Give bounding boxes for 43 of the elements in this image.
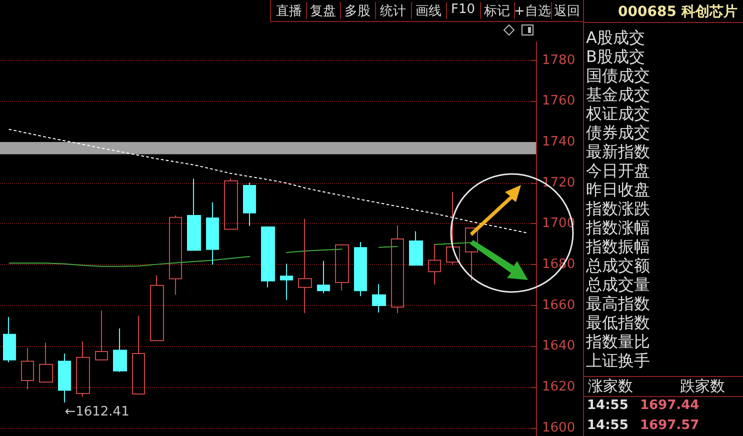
text: 总成交量 — [586, 275, 650, 296]
y-tick-label: 1720 — [542, 175, 576, 190]
text: 基金成交 — [586, 85, 650, 106]
text: 国债成交 — [586, 66, 650, 86]
text: 指数涨跌 — [586, 199, 650, 220]
text: 上证换手 — [586, 351, 650, 372]
text: 权证成交 — [586, 104, 650, 124]
text: A股成交 — [586, 28, 645, 48]
text: 跌家数 — [680, 377, 725, 396]
annotation: ←1612.41 — [64, 404, 130, 420]
text: 复盘 — [306, 2, 341, 19]
y-tick-label: 1780 — [542, 52, 576, 68]
y-tick-label: 1760 — [542, 94, 576, 109]
text: 最新指数 — [586, 142, 650, 163]
y-tick-label: 1740 — [542, 134, 576, 150]
text: 总成交额 — [586, 256, 650, 276]
text: 统计 — [375, 2, 412, 19]
text: 1697.57 — [640, 418, 700, 433]
text: 14:55 — [587, 418, 628, 433]
text: 直播 — [272, 2, 307, 19]
text: 返回 — [551, 2, 584, 19]
text: B股成交 — [586, 47, 645, 68]
y-tick-label: 1640 — [542, 338, 576, 354]
text: 昨日收盘 — [586, 180, 650, 201]
text: 最高指数 — [586, 294, 650, 315]
text: +自选 — [514, 2, 552, 19]
text: 1697.44 — [640, 398, 700, 413]
text: 指数振幅 — [586, 237, 650, 258]
text: 最低指数 — [586, 313, 650, 334]
text: 今日开盘 — [586, 161, 650, 182]
y-tick-label: 1600 — [542, 420, 576, 436]
y-tick-label: 1620 — [542, 380, 576, 395]
text: F10 — [446, 2, 481, 19]
y-tick-label: 1660 — [542, 298, 576, 313]
text: 债券成交 — [586, 123, 650, 144]
text: 指数涨幅 — [586, 218, 650, 239]
text: 指数量比 — [586, 332, 650, 352]
text: 14:55 — [587, 398, 628, 413]
text: 000685 科创芯片 — [618, 3, 738, 21]
text: 多股 — [340, 2, 376, 19]
text: 画线 — [411, 2, 447, 19]
text: 涨家数 — [588, 377, 633, 396]
text: 标记 — [480, 2, 515, 19]
